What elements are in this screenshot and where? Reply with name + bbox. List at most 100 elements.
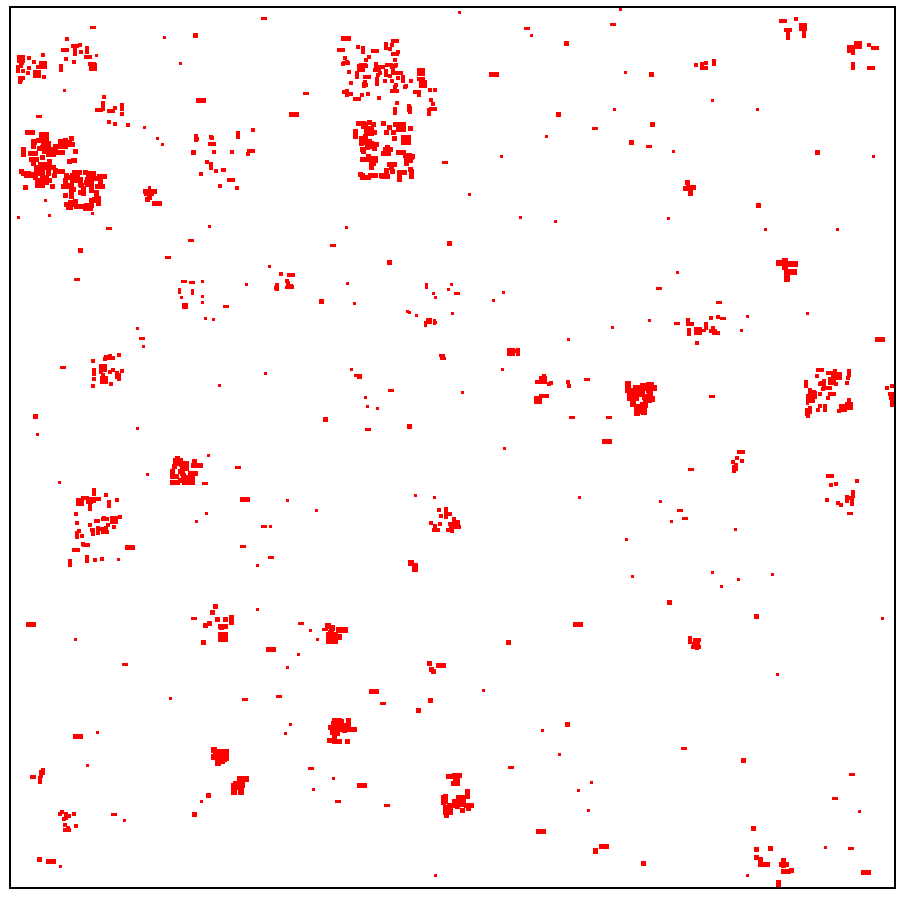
red-cell	[120, 103, 124, 111]
red-cell	[85, 555, 89, 563]
red-cell	[670, 520, 673, 523]
red-cell	[781, 858, 786, 868]
red-cell	[101, 103, 105, 111]
red-cell	[332, 739, 342, 744]
red-cell	[806, 394, 814, 402]
red-cell	[74, 824, 78, 828]
pixel-canvas[interactable]	[9, 6, 896, 889]
red-cell	[61, 184, 66, 189]
red-cell	[191, 617, 197, 620]
red-cell	[40, 145, 45, 150]
red-cell	[58, 812, 62, 816]
red-cell	[366, 405, 369, 408]
red-cell	[209, 162, 213, 170]
red-cell	[192, 281, 195, 284]
red-cell	[108, 370, 112, 374]
red-cell	[156, 137, 159, 140]
red-cell	[41, 53, 45, 57]
red-cell	[366, 154, 371, 159]
red-cell	[211, 747, 217, 753]
red-cell	[33, 414, 38, 419]
red-cell	[161, 143, 164, 146]
red-cell	[847, 512, 853, 515]
red-cell	[126, 123, 130, 127]
red-cell	[360, 173, 365, 178]
red-cell	[643, 396, 655, 402]
red-cell	[115, 498, 119, 502]
red-cell	[630, 389, 642, 395]
red-cell	[806, 312, 809, 315]
red-cell	[215, 617, 220, 622]
red-cell	[412, 566, 418, 572]
red-cell	[510, 350, 514, 354]
red-cell	[251, 128, 255, 132]
red-cell	[89, 63, 97, 71]
red-cell	[446, 528, 450, 532]
red-cell	[319, 299, 324, 304]
red-cell	[578, 496, 581, 499]
red-cell	[345, 226, 348, 229]
red-cell	[390, 43, 394, 47]
red-cell	[89, 500, 93, 504]
red-cell	[649, 72, 654, 77]
red-cell	[136, 327, 139, 330]
red-cell	[73, 149, 78, 154]
red-cell	[41, 768, 45, 772]
red-cell	[99, 364, 107, 372]
red-cell	[178, 478, 188, 483]
red-cell	[36, 115, 42, 118]
red-cell	[106, 227, 112, 230]
red-cell	[63, 828, 71, 832]
red-cell	[375, 49, 379, 53]
red-cell	[289, 723, 292, 726]
red-cell	[682, 517, 688, 520]
red-cell	[387, 260, 392, 265]
red-cell	[417, 77, 425, 81]
red-cell	[238, 783, 244, 795]
red-cell	[442, 161, 448, 164]
red-cell	[235, 186, 239, 190]
red-cell	[64, 173, 69, 178]
red-cell	[784, 28, 792, 32]
red-cell	[100, 557, 104, 561]
red-cell	[145, 197, 150, 202]
red-cell	[84, 203, 94, 208]
red-cell	[746, 874, 749, 877]
red-cell	[170, 480, 175, 485]
red-cell	[107, 120, 111, 124]
red-cell	[825, 498, 829, 502]
red-cell	[625, 381, 631, 393]
red-cell	[207, 621, 212, 626]
red-cell	[391, 67, 395, 71]
red-cell	[375, 77, 379, 85]
red-cell	[613, 108, 616, 111]
red-cell	[577, 789, 580, 792]
red-cell	[789, 868, 794, 873]
red-cell	[734, 463, 738, 471]
red-cell	[637, 405, 643, 411]
red-cell	[451, 312, 454, 315]
red-cell	[206, 793, 211, 798]
red-cell	[704, 322, 708, 330]
red-cell	[461, 391, 464, 394]
red-cell	[343, 56, 347, 60]
red-cell	[816, 368, 820, 372]
red-cell	[407, 104, 411, 112]
red-cell	[107, 356, 111, 360]
red-cell	[331, 721, 341, 726]
red-cell	[704, 61, 708, 65]
red-cell	[802, 30, 806, 38]
red-cell	[191, 289, 194, 295]
red-cell	[573, 622, 583, 627]
red-cell	[169, 697, 172, 700]
red-cell	[201, 301, 204, 304]
red-cell	[39, 770, 43, 778]
red-cell	[567, 338, 570, 341]
red-cell	[118, 515, 122, 519]
red-cell	[46, 166, 51, 176]
red-cell	[404, 84, 408, 88]
red-cell	[101, 373, 105, 377]
red-cell	[408, 158, 413, 163]
red-cell	[256, 564, 259, 567]
red-cell	[413, 90, 421, 94]
